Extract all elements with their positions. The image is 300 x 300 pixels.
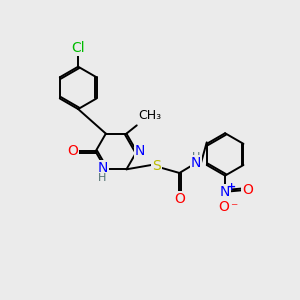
Text: Cl: Cl xyxy=(71,41,85,56)
Text: H: H xyxy=(192,152,200,162)
Text: N: N xyxy=(134,145,145,158)
Text: O: O xyxy=(68,145,78,158)
Text: +: + xyxy=(227,182,236,191)
Text: O: O xyxy=(218,200,229,214)
Text: N: N xyxy=(98,161,108,175)
Text: CH₃: CH₃ xyxy=(138,110,161,122)
Text: O: O xyxy=(174,192,185,206)
Text: O: O xyxy=(242,183,253,197)
Text: N: N xyxy=(191,156,201,170)
Text: ⁻: ⁻ xyxy=(230,201,238,215)
Text: H: H xyxy=(98,172,106,183)
Text: S: S xyxy=(152,160,161,173)
Text: N: N xyxy=(220,185,230,199)
